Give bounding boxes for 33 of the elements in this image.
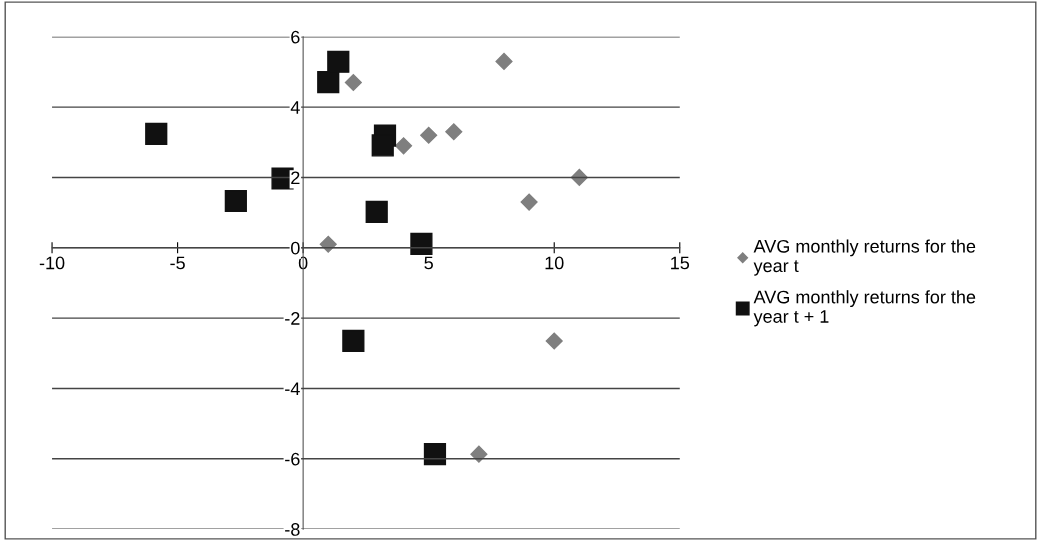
point	[420, 126, 438, 144]
point	[545, 332, 563, 350]
point	[365, 200, 388, 224]
y-tick-label: -6	[285, 452, 300, 466]
legend-label: AVG monthly returns for the year t + 1	[753, 290, 976, 327]
y-tick-label: -2	[285, 312, 300, 325]
x-tick-label: 15	[671, 256, 690, 270]
point	[145, 122, 168, 145]
point	[520, 193, 538, 211]
point	[317, 71, 340, 94]
y-tick-label: 2	[291, 171, 300, 184]
point	[371, 134, 394, 157]
point	[224, 189, 247, 213]
x-tick-label: 5	[424, 256, 433, 270]
x-tick-label: 10	[545, 256, 564, 270]
y-tick-label: 6	[291, 30, 300, 44]
point	[344, 73, 362, 92]
y-tick-label: 0	[291, 241, 300, 255]
point	[342, 329, 365, 353]
point	[423, 443, 447, 466]
legend-label: AVG monthly returns for the year t	[753, 239, 976, 276]
point	[470, 445, 488, 463]
y-tick-label: -4	[285, 382, 300, 395]
point	[445, 123, 463, 141]
point	[319, 235, 337, 253]
point	[495, 52, 513, 70]
y-tick-label: 4	[290, 101, 300, 114]
y-tick-label: -8	[285, 523, 300, 536]
point	[395, 137, 413, 155]
point	[327, 50, 350, 73]
x-tick-label: -10	[39, 256, 65, 270]
point	[410, 232, 433, 256]
x-tick-label: -5	[170, 256, 185, 270]
